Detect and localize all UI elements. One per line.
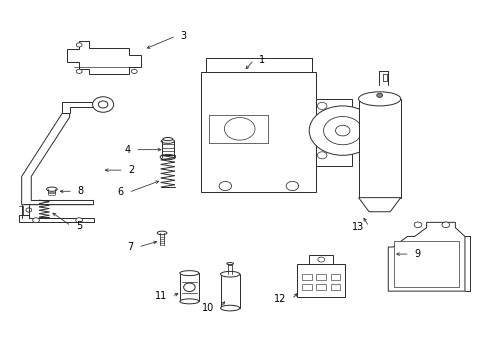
Text: 8: 8 [78, 186, 83, 196]
Circle shape [183, 283, 195, 292]
Text: 13: 13 [351, 221, 364, 231]
Bar [393, 241, 458, 287]
Bar [302, 284, 311, 290]
Bar [316, 274, 325, 280]
Circle shape [76, 69, 82, 73]
Text: 5: 5 [76, 221, 82, 231]
Bar [297, 264, 345, 297]
Bar [316, 284, 325, 290]
Circle shape [323, 117, 361, 145]
Circle shape [285, 181, 298, 190]
Ellipse shape [160, 154, 175, 160]
Bar [330, 284, 340, 290]
Circle shape [26, 208, 32, 212]
Bar [316, 99, 351, 166]
Polygon shape [387, 222, 464, 291]
Circle shape [224, 118, 255, 140]
Text: 1: 1 [258, 55, 264, 65]
Bar [308, 255, 332, 264]
Circle shape [219, 181, 231, 190]
Text: 10: 10 [202, 303, 214, 313]
Bar [201, 72, 316, 192]
Bar [302, 274, 311, 280]
Ellipse shape [220, 305, 239, 311]
Ellipse shape [220, 271, 239, 277]
Circle shape [317, 257, 324, 262]
Circle shape [76, 218, 82, 223]
Circle shape [413, 222, 421, 228]
Polygon shape [67, 41, 141, 74]
Ellipse shape [163, 138, 172, 141]
Circle shape [376, 93, 382, 98]
Text: 11: 11 [154, 292, 166, 301]
Ellipse shape [46, 187, 57, 191]
Ellipse shape [157, 231, 166, 235]
Bar [220, 274, 239, 308]
Circle shape [308, 106, 376, 155]
Circle shape [76, 43, 82, 47]
Text: 12: 12 [274, 294, 286, 304]
Text: 6: 6 [118, 187, 123, 197]
Text: 9: 9 [414, 249, 420, 259]
Ellipse shape [161, 139, 174, 143]
Ellipse shape [180, 271, 199, 276]
Polygon shape [19, 215, 93, 222]
Polygon shape [21, 113, 93, 205]
Circle shape [441, 222, 448, 228]
Circle shape [98, 101, 108, 108]
Circle shape [131, 69, 137, 73]
Text: 3: 3 [181, 31, 186, 41]
Bar [330, 274, 340, 280]
Bar [358, 99, 400, 198]
Ellipse shape [358, 92, 400, 106]
Polygon shape [358, 198, 400, 212]
Circle shape [317, 152, 326, 159]
Circle shape [33, 218, 40, 223]
Circle shape [317, 102, 326, 109]
Ellipse shape [180, 299, 199, 304]
Text: 7: 7 [127, 242, 133, 252]
Text: 2: 2 [128, 165, 135, 175]
Bar [180, 273, 199, 301]
Circle shape [92, 97, 113, 112]
Ellipse shape [226, 262, 233, 265]
Text: 4: 4 [124, 145, 130, 155]
Polygon shape [62, 102, 108, 113]
Circle shape [335, 125, 349, 136]
